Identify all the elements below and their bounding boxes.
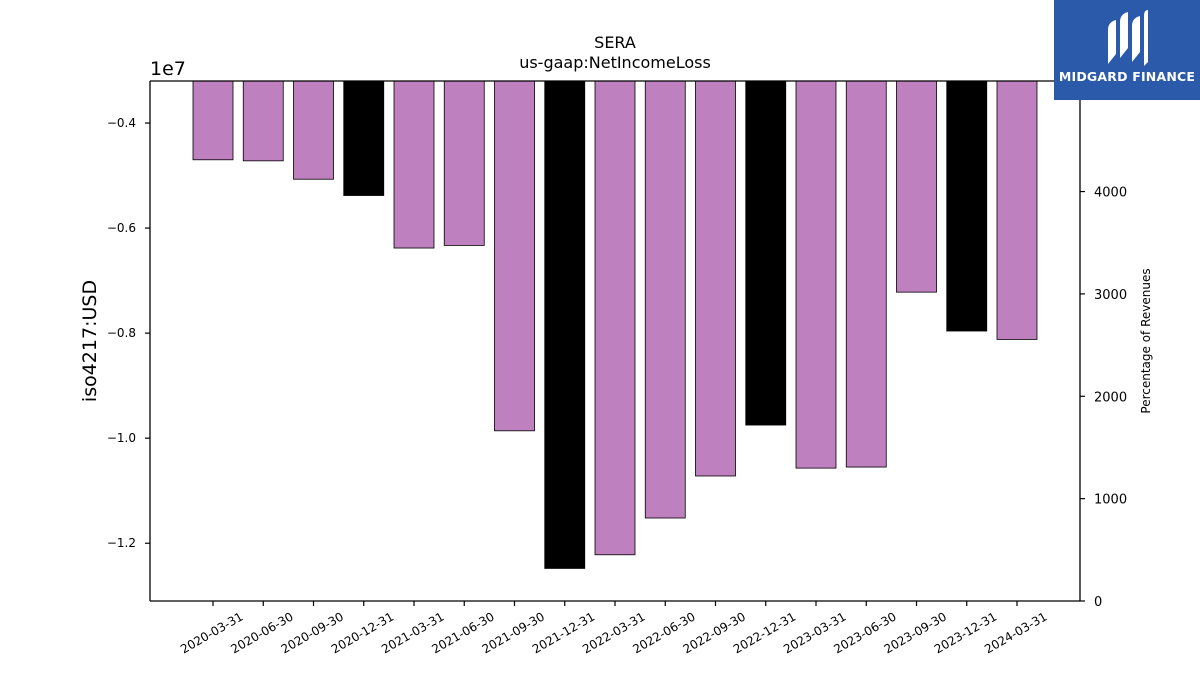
y2-tick-label: 2000 (1094, 390, 1127, 405)
bar-2022-09-30 (695, 80, 736, 477)
bar-2021-06-30 (443, 80, 485, 246)
bar-2020-03-31 (192, 80, 234, 161)
y2-tick-label: 0 (1094, 595, 1102, 610)
bar-2023-09-30 (896, 80, 937, 293)
chart-subtitle: us-gaap:NetIncomeLoss (519, 53, 711, 72)
bar-2022-03-31 (594, 80, 636, 556)
bar-2024-03-31 (996, 80, 1038, 340)
y-tick-label: −0.6 (107, 221, 136, 235)
y2-tick-label: 3000 (1094, 288, 1127, 303)
y-tick-label: −0.4 (107, 116, 136, 130)
bar-2020-09-30 (293, 80, 334, 180)
bar-2022-06-30 (644, 80, 686, 519)
bar-2023-03-31 (795, 80, 837, 469)
y2-tick-label: 1000 (1094, 493, 1127, 508)
y-tick-label: −1.0 (107, 431, 136, 445)
bar-2023-12-31 (946, 80, 988, 332)
bar-2020-12-31 (343, 80, 385, 196)
bar-2022-12-31 (745, 80, 787, 426)
y-ticks-group: −1.2 −1.0 −0.8 −0.6 −0.4 (107, 116, 150, 550)
y-multiplier-label: 1e7 (150, 58, 186, 80)
midgard-logo-icon (1108, 10, 1148, 66)
bars-group (192, 80, 1038, 569)
y2-tick-label: 4000 (1094, 186, 1127, 201)
logo-text: MIDGARD FINANCE (1058, 69, 1196, 84)
bar-2023-06-30 (845, 80, 887, 468)
bar-2020-06-30 (242, 80, 284, 162)
y2-ticks-group: 0 1000 2000 3000 4000 (1080, 186, 1127, 610)
x-ticks-group: 2020-03-312020-06-302020-09-302020-12-31… (178, 601, 1050, 656)
y-axis-label: iso4217:USD (79, 280, 101, 402)
y-tick-label: −1.2 (107, 536, 136, 550)
midgard-finance-logo: MIDGARD FINANCE (1054, 0, 1200, 100)
y2-axis-label: Percentage of Revenues (1139, 268, 1153, 413)
bar-2021-09-30 (494, 80, 535, 432)
y-tick-label: −0.8 (107, 326, 136, 340)
chart-title: SERA (594, 33, 636, 52)
bar-2021-12-31 (544, 80, 586, 569)
bar-2021-03-31 (393, 80, 435, 249)
